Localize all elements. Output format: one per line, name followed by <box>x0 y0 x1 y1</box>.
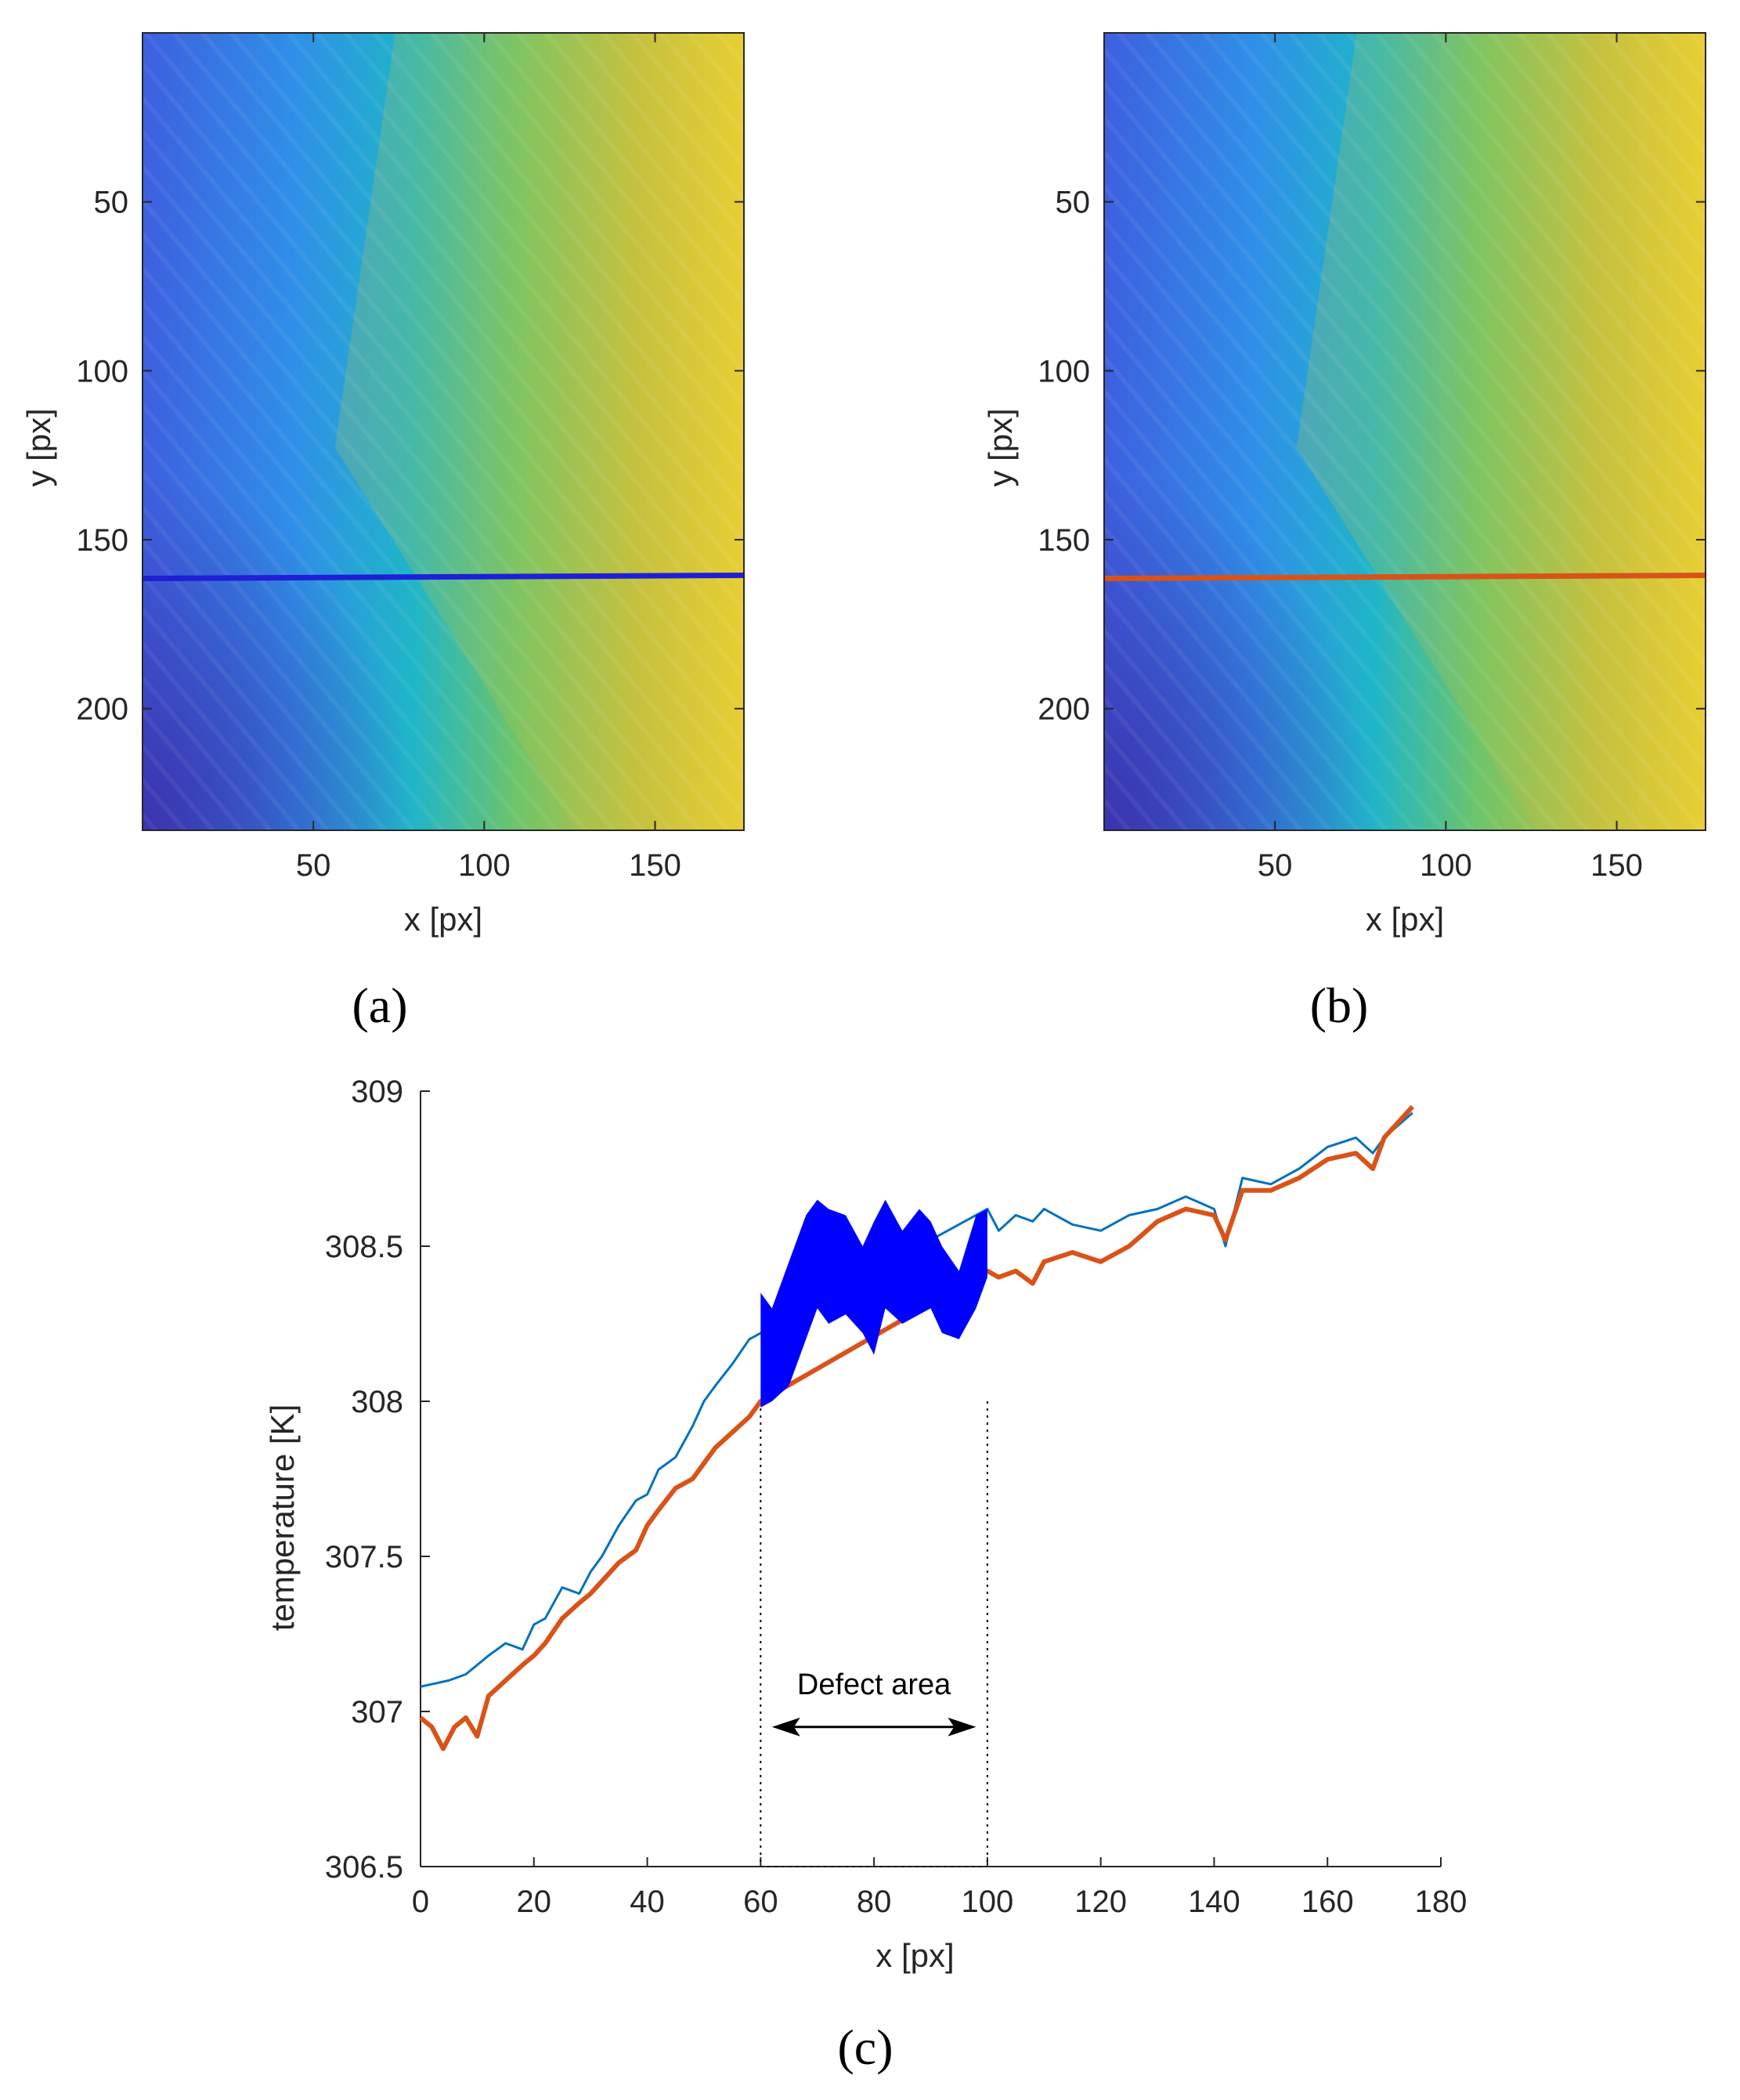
y-axis-label: y [px] <box>982 408 1019 486</box>
heatmap-texture <box>143 33 744 830</box>
heatmap-texture <box>1104 33 1706 830</box>
arrow-head-left <box>771 1717 800 1737</box>
series-line-b <box>419 1104 1415 1751</box>
x-tick-label: 60 <box>743 1885 778 1919</box>
y-tick-label: 200 <box>1038 692 1090 727</box>
x-tick-label: 180 <box>1415 1885 1467 1919</box>
panel-b: 50 100 150 50 100 150 200 x [px] y [px] <box>982 32 1706 938</box>
y-tick-label: 308 <box>351 1385 403 1419</box>
x-axis-label: x [px] <box>404 901 482 938</box>
y-tick-label: 150 <box>1038 523 1090 558</box>
x-axis-label: x [px] <box>875 1937 954 1974</box>
profile-line <box>142 572 745 581</box>
panel-c: 0 20 40 60 80 100 120 140 160 180 306.5 307 307.5 308… <box>264 1075 1467 1974</box>
x-tick-label: 100 <box>962 1885 1014 1919</box>
x-tick-label: 50 <box>1258 848 1293 883</box>
x-tick-label: 80 <box>857 1885 892 1919</box>
y-axis-label: temperature [K] <box>264 1404 301 1631</box>
axes-frame <box>1103 32 1706 831</box>
y-tick-label: 308.5 <box>325 1230 403 1264</box>
panel-label-b: (b) <box>1310 978 1369 1033</box>
x-tick-label: 20 <box>517 1885 552 1919</box>
y-tick-label: 307 <box>351 1695 403 1730</box>
x-tick-label: 0 <box>412 1885 429 1919</box>
y-tick-label: 50 <box>94 186 129 220</box>
profile-line <box>1103 572 1706 581</box>
y-tick-label: 100 <box>1038 354 1090 389</box>
y-tick-label: 150 <box>76 523 128 558</box>
defect-area-fill <box>760 1199 987 1408</box>
x-tick-label: 150 <box>1590 848 1643 883</box>
series-line-a <box>420 1111 1413 1688</box>
panel-label-c: (c) <box>837 2019 893 2075</box>
y-tick-label: 200 <box>76 692 128 727</box>
y-tick-label: 100 <box>76 354 128 389</box>
y-tick-label: 309 <box>351 1075 403 1109</box>
axes-frame <box>142 32 745 831</box>
x-tick-label: 160 <box>1301 1885 1354 1919</box>
defect-area-label: Defect area <box>797 1668 951 1701</box>
y-tick-label: 307.5 <box>325 1540 403 1574</box>
x-tick-label: 140 <box>1188 1885 1240 1919</box>
x-tick-label: 150 <box>629 848 681 883</box>
x-tick-label: 120 <box>1074 1885 1127 1919</box>
panel-label-a: (a) <box>352 978 407 1033</box>
x-tick-label: 100 <box>1420 848 1472 883</box>
x-axis-label: x [px] <box>1366 901 1444 938</box>
x-tick-label: 50 <box>296 848 331 883</box>
y-tick-label: 306.5 <box>325 1850 403 1885</box>
arrow-head-right <box>948 1717 976 1737</box>
y-tick-label: 50 <box>1056 186 1091 220</box>
y-axis-label: y [px] <box>20 408 57 486</box>
panel-a: 50 100 150 50 100 150 200 x [px] y [px] <box>20 32 745 938</box>
x-tick-label: 40 <box>630 1885 665 1919</box>
x-tick-label: 100 <box>458 848 511 883</box>
